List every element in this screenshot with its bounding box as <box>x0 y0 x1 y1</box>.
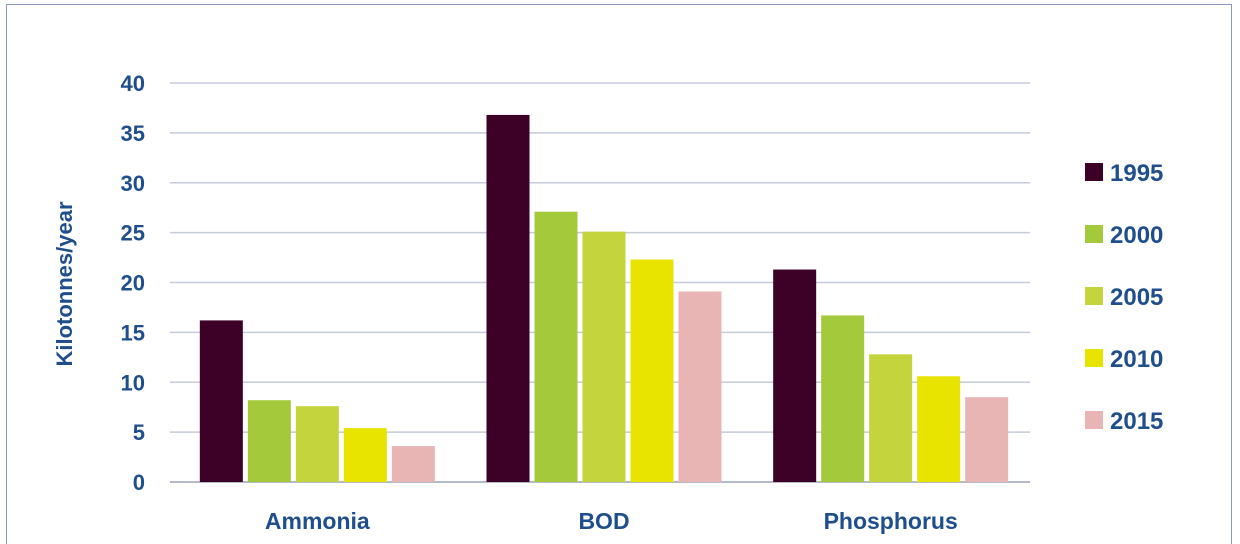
chart-frame <box>6 4 1232 544</box>
y-axis-ticks: 0 5 10 15 20 25 30 35 40 <box>121 71 145 495</box>
y-tick-label: 30 <box>121 171 145 196</box>
x-axis-labels: Ammonia BOD Phosphorus <box>265 508 958 534</box>
bar-ammonia-2010 <box>343 428 387 482</box>
legend-swatch-2005 <box>1085 287 1103 305</box>
y-tick-label: 0 <box>133 470 145 495</box>
bar-ammonia-2005 <box>295 406 339 482</box>
bar-phosphorus-2010 <box>917 376 961 482</box>
legend-swatch-1995 <box>1085 163 1103 181</box>
bar-ammonia-2000 <box>247 400 291 482</box>
bar-phosphorus-1995 <box>773 269 817 482</box>
y-tick-label: 5 <box>133 420 145 445</box>
bar-ammonia-2015 <box>391 446 435 482</box>
legend-swatch-2000 <box>1085 225 1103 243</box>
y-tick-label: 15 <box>121 320 145 345</box>
x-category-label: Ammonia <box>265 508 370 534</box>
bar-bod-1995 <box>486 114 530 483</box>
y-tick-label: 20 <box>121 271 145 296</box>
bar-ammonia-1995 <box>199 320 243 482</box>
x-category-label: BOD <box>578 508 629 534</box>
legend-label-2000: 2000 <box>1110 222 1163 249</box>
legend-swatch-2010 <box>1085 349 1103 367</box>
bars <box>199 114 1009 483</box>
bar-bod-2010 <box>630 259 674 482</box>
legend-label-2005: 2005 <box>1110 284 1163 311</box>
y-tick-label: 40 <box>121 71 145 96</box>
x-category-label: Phosphorus <box>824 508 958 534</box>
bar-phosphorus-2000 <box>821 315 865 482</box>
legend-label-1995: 1995 <box>1110 160 1163 187</box>
legend-label-2015: 2015 <box>1110 408 1163 435</box>
bar-phosphorus-2005 <box>869 354 913 482</box>
legend-swatch-2015 <box>1085 411 1103 429</box>
y-axis-label: Kilotonnes/year <box>52 201 77 366</box>
bar-bod-2005 <box>582 231 626 482</box>
bar-phosphorus-2015 <box>965 397 1009 482</box>
y-tick-label: 10 <box>121 370 145 395</box>
y-tick-label: 25 <box>121 221 145 246</box>
bar-bod-2015 <box>678 291 722 482</box>
legend: 1995 2000 2005 2010 2015 <box>1085 160 1163 435</box>
y-tick-label: 35 <box>121 121 145 146</box>
legend-label-2010: 2010 <box>1110 346 1163 373</box>
bar-bod-2000 <box>534 211 578 483</box>
